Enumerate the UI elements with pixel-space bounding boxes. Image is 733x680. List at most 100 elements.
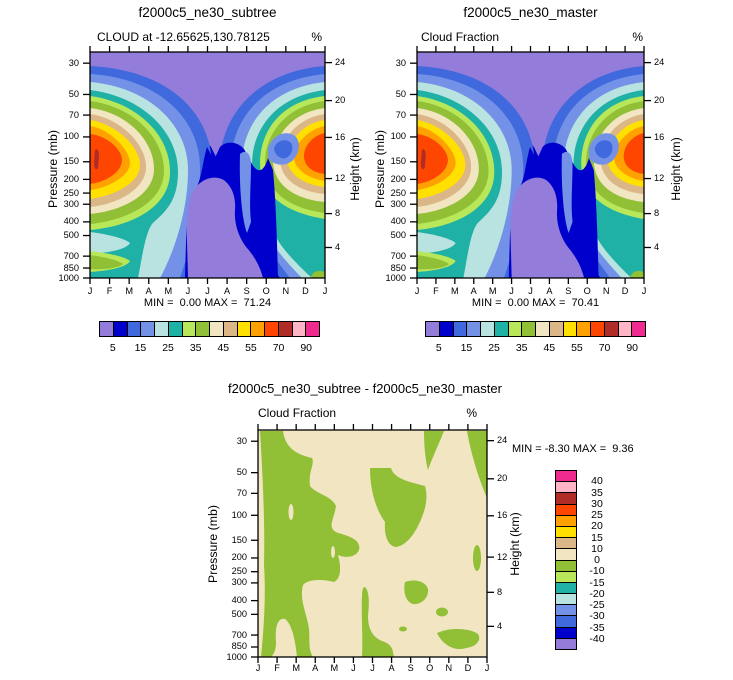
month-label: F [433, 286, 439, 296]
colorbar-segment [556, 637, 576, 649]
month-label: M [292, 663, 300, 673]
pressure-tick-label: 400 [390, 216, 406, 227]
month-label: M [488, 286, 497, 296]
pressure-tick-label: 200 [231, 552, 247, 563]
month-label: D [621, 286, 629, 296]
height-tick-label: 20 [335, 95, 346, 106]
height-tick-label: 8 [497, 586, 503, 597]
colorbar-label: 15 [591, 531, 603, 544]
month-label: A [388, 663, 395, 673]
height-tick-label: 24 [497, 435, 508, 446]
month-label: S [565, 286, 572, 296]
colorbar-segment [493, 322, 508, 336]
colorbar-label: 35 [189, 342, 202, 354]
colorbar-label: 55 [245, 342, 257, 354]
month-label: O [426, 663, 434, 673]
colorbar-label: 45 [217, 342, 230, 354]
pressure-tick-label: 400 [231, 595, 247, 606]
colorbar-label: -30 [589, 610, 605, 623]
pressure-tick-label: 300 [390, 198, 406, 209]
colorbar-label: 20 [591, 520, 603, 533]
colorbar-segment [556, 570, 576, 582]
height-tick-label: 12 [654, 173, 665, 184]
colorbar-label: -10 [589, 565, 605, 578]
colorbar-label: 45 [543, 342, 556, 354]
colorbar-segment [556, 525, 576, 538]
pressure-tick-label: 200 [390, 173, 406, 184]
colorbar-label: 70 [598, 342, 611, 354]
pressure-tick-label: 30 [236, 435, 247, 446]
month-label: O [583, 286, 591, 296]
colorbar-segment [556, 559, 576, 571]
colorbar-label: 15 [460, 342, 473, 354]
colorbar-segment [556, 481, 576, 493]
pressure-tick-label: 150 [231, 534, 247, 545]
month-label: A [312, 663, 319, 673]
colorbar-label: -40 [589, 632, 605, 645]
month-label: J [205, 286, 210, 296]
month-label: J [414, 286, 420, 296]
colorbar-label: 5 [435, 342, 442, 354]
month-label: A [224, 286, 231, 296]
contour-plot-subtree [83, 46, 332, 284]
colorbar-segment [264, 322, 278, 336]
colorbar-segment [277, 322, 292, 336]
month-label: F [274, 663, 280, 673]
colorbar-horizontal [99, 321, 320, 337]
colorbar-segment [548, 322, 563, 336]
colorbar-label: 30 [591, 497, 603, 510]
colorbar-segment [140, 322, 154, 336]
colorbar-segment [556, 503, 576, 515]
pressure-tick-label: 250 [63, 187, 79, 198]
colorbar-segment [195, 322, 209, 336]
month-label: N [282, 286, 290, 296]
month-label: J [370, 663, 375, 673]
colorbar-segment [466, 322, 480, 336]
month-label: A [470, 286, 477, 296]
colorbar-segment [222, 322, 237, 336]
month-label: F [106, 286, 113, 296]
panel-subtree-units: % [311, 30, 322, 44]
height-tick-label: 16 [497, 510, 508, 521]
contour-plot-difference [251, 424, 494, 663]
panel-subtree-ylabel-left: Pressure (mb) [46, 130, 60, 208]
pressure-tick-label: 1000 [226, 651, 247, 662]
colorbar-segment [480, 322, 494, 336]
month-label: M [451, 286, 459, 296]
colorbar-segment [209, 322, 223, 336]
colorbar-segment [100, 322, 113, 336]
colorbar-segment [603, 322, 618, 336]
pressure-tick-label: 700 [231, 629, 247, 640]
panel-master-units: % [632, 30, 643, 44]
month-label: S [407, 663, 414, 673]
pressure-tick-label: 500 [231, 608, 247, 619]
colorbar-segment [507, 322, 522, 336]
panel-subtree-minmax: MIN = 0.00 MAX = 71.24 [143, 297, 272, 309]
pressure-tick-label: 850 [63, 262, 79, 273]
height-tick-label: 4 [335, 241, 341, 252]
month-label: A [546, 286, 553, 296]
height-tick-label: 16 [654, 131, 665, 142]
month-label: J [351, 663, 356, 673]
pressure-tick-label: 250 [390, 187, 406, 198]
colorbar-label: -15 [589, 576, 605, 589]
colorbar-segment [556, 626, 576, 638]
pressure-tick-label: 150 [390, 156, 406, 167]
pressure-tick-label: 70 [395, 109, 406, 120]
colorbar-segment [556, 514, 576, 526]
pressure-tick-label: 50 [395, 88, 406, 99]
month-label: J [87, 286, 93, 296]
colorbar-segment [452, 322, 467, 336]
pressure-tick-label: 70 [236, 487, 247, 498]
colorbar-segment [126, 322, 141, 336]
panel-master-minmax: MIN = 0.00 MAX = 70.41 [471, 297, 600, 309]
height-tick-label: 8 [654, 208, 660, 219]
pressure-tick-label: 400 [63, 216, 79, 227]
pressure-tick-label: 300 [231, 577, 247, 588]
month-label: J [528, 286, 533, 296]
colorbar-segment [438, 322, 453, 336]
height-tick-label: 4 [654, 241, 660, 252]
pressure-tick-label: 50 [68, 88, 79, 99]
pressure-tick-label: 1000 [385, 272, 406, 283]
month-label: A [145, 286, 152, 296]
